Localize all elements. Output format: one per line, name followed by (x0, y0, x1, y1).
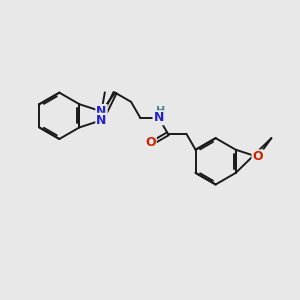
Text: O: O (252, 150, 263, 164)
Text: O: O (145, 136, 156, 149)
Text: N: N (154, 111, 164, 124)
Text: N: N (96, 114, 107, 127)
Text: N: N (96, 105, 107, 118)
Text: H: H (156, 106, 165, 116)
